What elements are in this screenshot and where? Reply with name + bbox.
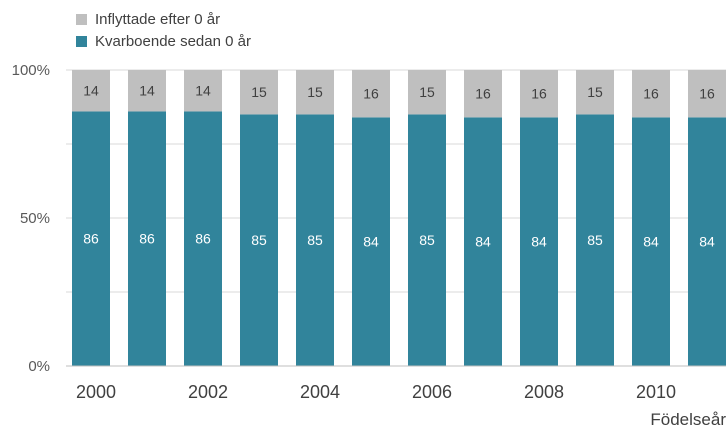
bar-kvarboende-2006	[408, 114, 446, 367]
bar-kvarboende-2003	[240, 114, 278, 367]
bar-kvarboende-2008	[520, 117, 558, 366]
data-label: 16	[531, 86, 547, 102]
bar-kvarboende-2004	[296, 114, 334, 367]
bar-kvarboende-2007	[464, 117, 502, 366]
data-label: 85	[419, 232, 435, 248]
x-tick-label: 2000	[76, 382, 116, 402]
legend-swatch-inflyttade	[76, 13, 87, 25]
data-label: 84	[475, 234, 491, 250]
bar-inflyttade-2005	[352, 70, 390, 118]
data-label: 14	[83, 83, 99, 99]
data-label: 84	[699, 234, 715, 250]
data-label: 84	[531, 234, 547, 250]
data-label: 16	[699, 86, 715, 102]
data-label: 14	[139, 83, 155, 99]
bar-kvarboende-2000	[72, 111, 110, 366]
bar-inflyttade-2000	[72, 70, 110, 112]
x-tick-label: 2004	[300, 382, 340, 402]
legend-swatch-kvarboende	[76, 35, 87, 47]
bar-kvarboende-2002	[184, 111, 222, 366]
data-label: 84	[363, 234, 379, 250]
legend-item-inflyttade: Inflyttade efter 0 år	[76, 8, 251, 30]
bar-inflyttade-2007	[464, 70, 502, 118]
legend-item-kvarboende: Kvarboende sedan 0 år	[76, 30, 251, 52]
data-label: 15	[251, 84, 267, 100]
x-tick-label: 2002	[188, 382, 228, 402]
data-label: 86	[139, 231, 155, 247]
data-label: 14	[195, 83, 211, 99]
bar-inflyttade-2008	[520, 70, 558, 118]
bar-inflyttade-2002	[184, 70, 222, 112]
bar-kvarboende-2005	[352, 117, 390, 366]
bar-kvarboende-2001	[128, 111, 166, 366]
data-label: 86	[83, 231, 99, 247]
bar-inflyttade-2004	[296, 70, 334, 115]
chart-legend: Inflyttade efter 0 år Kvarboende sedan 0…	[76, 8, 251, 52]
data-label: 86	[195, 231, 211, 247]
y-tick-label: 50%	[20, 210, 50, 227]
y-tick-label: 0%	[28, 358, 50, 375]
bar-kvarboende-2010	[632, 117, 670, 366]
legend-label-inflyttade: Inflyttade efter 0 år	[95, 10, 221, 28]
data-label: 85	[587, 232, 603, 248]
data-label: 15	[419, 84, 435, 100]
x-axis-title: Födelseår	[650, 410, 726, 429]
data-label: 16	[363, 86, 379, 102]
bar-kvarboende-2011	[688, 117, 726, 366]
data-label: 16	[475, 86, 491, 102]
data-label: 15	[307, 84, 323, 100]
bar-inflyttade-2009	[576, 70, 614, 115]
bar-inflyttade-2001	[128, 70, 166, 112]
data-label: 84	[643, 234, 659, 250]
bar-inflyttade-2003	[240, 70, 278, 115]
x-tick-label: 2010	[636, 382, 676, 402]
data-label: 85	[251, 232, 267, 248]
bar-inflyttade-2011	[688, 70, 726, 118]
bar-inflyttade-2010	[632, 70, 670, 118]
bar-kvarboende-2009	[576, 114, 614, 367]
data-label: 15	[587, 84, 603, 100]
x-tick-label: 2006	[412, 382, 452, 402]
data-label: 85	[307, 232, 323, 248]
x-tick-label: 2008	[524, 382, 564, 402]
legend-label-kvarboende: Kvarboende sedan 0 år	[95, 32, 251, 50]
data-label: 16	[643, 86, 659, 102]
bar-inflyttade-2006	[408, 70, 446, 115]
y-tick-label: 100%	[12, 62, 50, 79]
